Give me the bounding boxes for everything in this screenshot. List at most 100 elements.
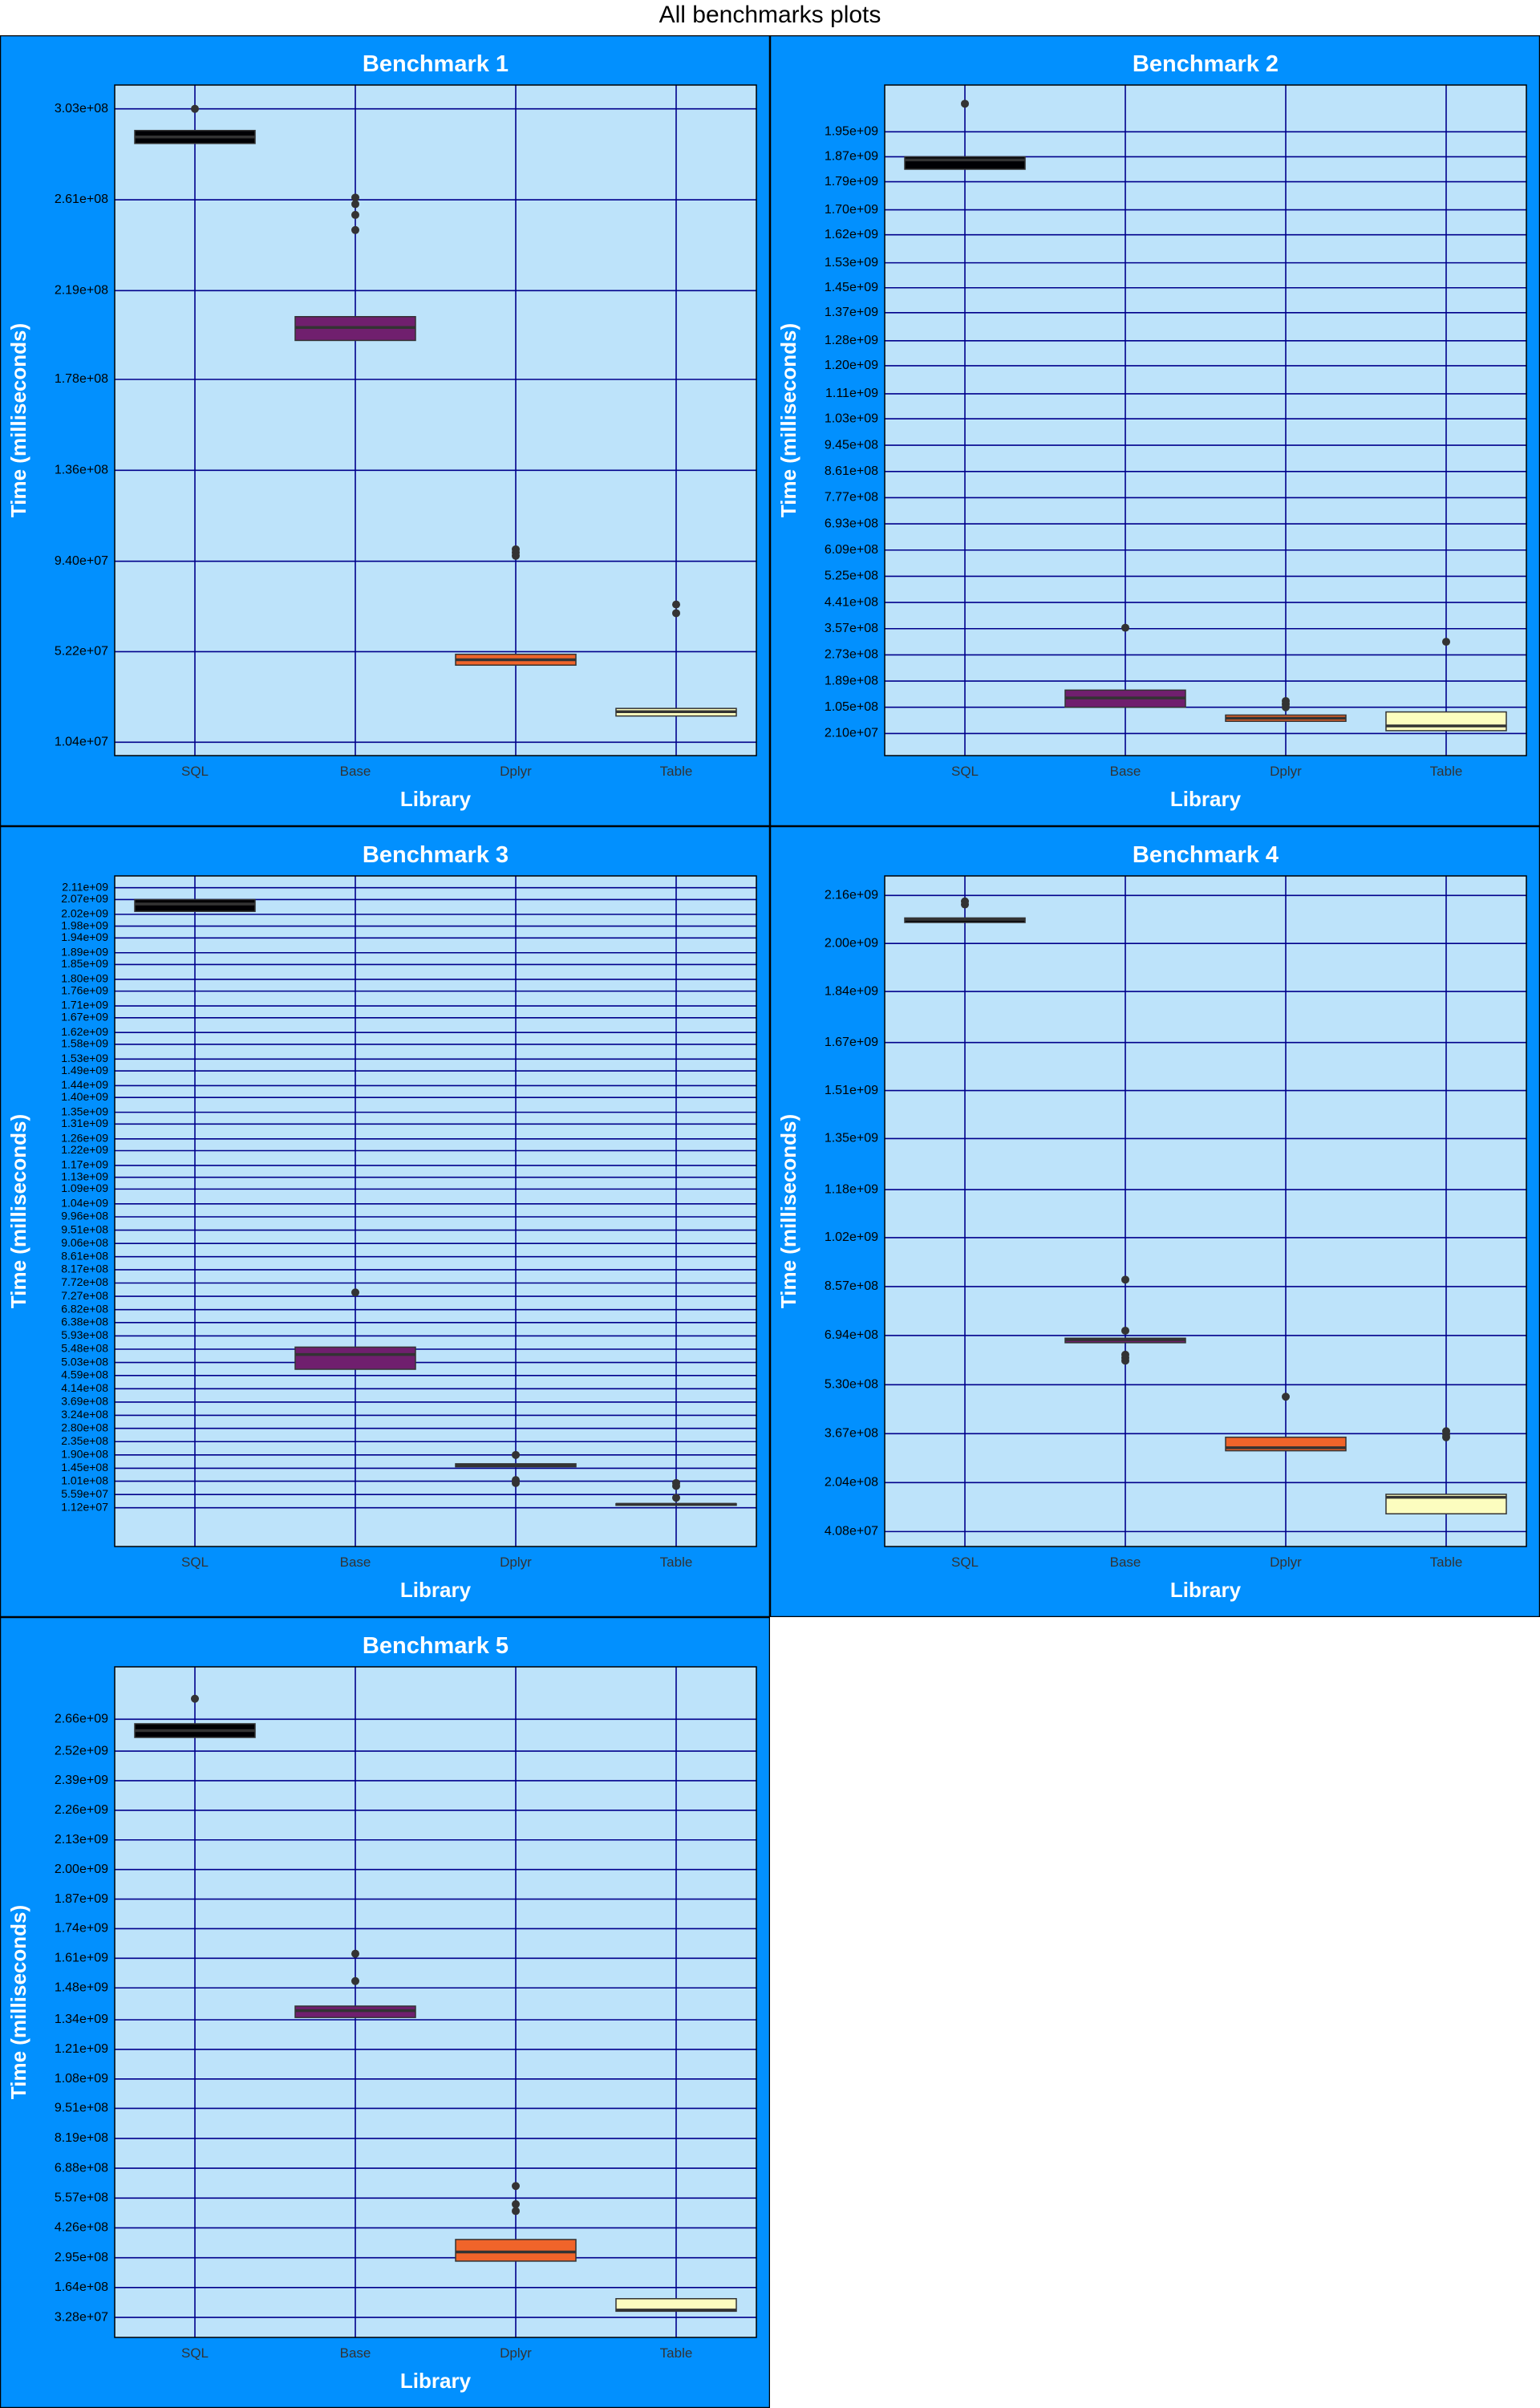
y-tick-label: 1.22e+09 <box>61 1143 108 1156</box>
x-tick-labels: SQL Base Dplyr Table <box>181 2345 692 2361</box>
outlier-point <box>961 99 969 108</box>
y-tick-label: 1.21e+09 <box>55 2042 108 2056</box>
x-tick-label: Base <box>1110 1555 1141 1570</box>
outlier-point <box>1282 1393 1290 1401</box>
chart-svg: 4.08e+07 2.04e+08 3.67e+08 5.30e+08 6.94e+08… <box>770 826 1540 1617</box>
y-tick-label: 2.66e+09 <box>55 1713 108 1726</box>
x-tick-labels: SQL Base Dplyr Table <box>951 764 1462 779</box>
y-tick-label: 6.09e+08 <box>825 543 878 557</box>
y-tick-label: 1.62e+09 <box>825 228 878 241</box>
y-tick-label: 6.94e+08 <box>825 1328 878 1342</box>
x-axis-title: Library <box>400 787 472 811</box>
x-tick-label: Table <box>660 1555 693 1570</box>
y-tick-label: 6.88e+08 <box>55 2161 108 2175</box>
box-table <box>1385 638 1507 732</box>
y-tick-label: 8.61e+08 <box>825 464 878 478</box>
y-tick-label: 2.13e+09 <box>55 1833 108 1847</box>
x-tick-label: SQL <box>181 764 209 779</box>
panel-title: Benchmark 2 <box>1133 51 1279 77</box>
y-tick-label: 9.51e+08 <box>61 1222 108 1235</box>
y-tick-label: 2.61e+08 <box>55 193 108 206</box>
y-tick-label: 1.53e+09 <box>61 1052 108 1064</box>
y-tick-label: 5.57e+08 <box>55 2191 108 2204</box>
x-tick-label: Dplyr <box>1270 764 1302 779</box>
y-tick-label: 9.40e+07 <box>55 554 108 568</box>
y-tick-label: 2.00e+09 <box>825 936 878 950</box>
y-tick-label: 2.02e+09 <box>61 907 108 920</box>
benchmark-panel-3: 1.12e+07 5.59e+07 1.01e+08 1.45e+08 1.90e+08… <box>0 826 770 1617</box>
y-tick-label: 1.03e+09 <box>825 411 878 425</box>
x-tick-label: Table <box>1430 764 1463 779</box>
y-tick-label: 1.17e+09 <box>61 1158 108 1171</box>
panel-title: Benchmark 3 <box>363 842 509 868</box>
y-tick-label: 3.03e+08 <box>55 102 108 116</box>
outlier-point <box>191 104 199 113</box>
x-tick-label: Dplyr <box>500 764 532 779</box>
box-base <box>1064 623 1186 708</box>
x-tick-label: Base <box>340 764 371 779</box>
y-tick-label: 1.28e+09 <box>825 334 878 347</box>
y-tick-label: 1.78e+08 <box>55 372 108 386</box>
y-tick-label: 2.95e+08 <box>55 2251 108 2264</box>
y-tick-label: 8.19e+08 <box>55 2131 108 2145</box>
plot-background <box>115 85 756 756</box>
y-tick-label: 1.67e+09 <box>61 1010 108 1023</box>
y-tick-label: 2.39e+09 <box>55 1774 108 1787</box>
outlier-point <box>1121 1350 1129 1359</box>
plot-border <box>884 875 1527 1547</box>
y-tick-label: 5.22e+07 <box>55 645 108 659</box>
y-axis-title: Time (milliseconds) <box>6 1905 30 2099</box>
y-tick-label: 1.44e+09 <box>61 1078 108 1091</box>
y-tick-label: 8.57e+08 <box>825 1279 878 1293</box>
x-tick-label: Dplyr <box>1270 1555 1302 1570</box>
x-tick-label: Table <box>660 764 693 779</box>
plot-border <box>114 84 757 756</box>
chart-svg: 1.12e+075.59e+071.01e+081.45e+081.90e+08… <box>0 826 770 1617</box>
y-tick-label: 3.57e+08 <box>825 622 878 635</box>
y-tick-label: 5.48e+08 <box>61 1342 108 1355</box>
y-tick-label: 1.95e+09 <box>825 125 878 139</box>
outlier-point <box>351 193 359 202</box>
y-tick-label: 1.35e+09 <box>825 1132 878 1145</box>
box-base <box>1064 1275 1186 1365</box>
benchmark-panel-5: 3.28e+07 1.64e+08 2.95e+08 4.26e+08 5.57e+08… <box>0 1617 770 2408</box>
y-tick-label: 1.12e+07 <box>61 1500 108 1513</box>
y-tick-label: 1.62e+09 <box>61 1025 108 1038</box>
y-tick-label: 4.59e+08 <box>61 1368 108 1380</box>
y-axis-title: Time (milliseconds) <box>6 1114 30 1308</box>
x-tick-labels: SQL Base Dplyr Table <box>181 764 692 779</box>
y-tick-label: 3.69e+08 <box>61 1395 108 1408</box>
outlier-point <box>512 1476 520 1485</box>
y-tick-label: 8.17e+08 <box>61 1263 108 1275</box>
y-tick-label: 1.51e+09 <box>825 1084 878 1097</box>
y-tick-label: 9.45e+08 <box>825 438 878 452</box>
y-tick-label: 1.37e+09 <box>825 306 878 319</box>
y-tick-label: 1.05e+08 <box>825 700 878 714</box>
y-tick-label: 1.31e+09 <box>61 1117 108 1129</box>
panel-title: Benchmark 1 <box>363 51 509 77</box>
y-tick-label: 2.35e+08 <box>61 1434 108 1447</box>
y-tick-label: 2.80e+08 <box>61 1421 108 1433</box>
outlier-point <box>512 2199 520 2208</box>
y-tick-label: 1.45e+09 <box>825 281 878 294</box>
y-tick-label: 1.34e+09 <box>55 2013 108 2026</box>
box-body <box>134 898 256 912</box>
y-tick-label: 4.08e+07 <box>825 1525 878 1538</box>
y-tick-label: 5.30e+08 <box>825 1378 878 1392</box>
y-tick-label: 1.53e+09 <box>825 256 878 270</box>
outlier-point <box>512 2207 520 2215</box>
y-tick-label: 3.24e+08 <box>61 1408 108 1421</box>
y-tick-label: 7.72e+08 <box>61 1275 108 1288</box>
y-tick-label: 1.76e+09 <box>61 983 108 996</box>
y-tick-label: 5.03e+08 <box>61 1355 108 1368</box>
y-tick-label: 1.98e+09 <box>61 918 108 931</box>
y-tick-label: 9.96e+08 <box>61 1210 108 1222</box>
benchmark-panel-1: 1.04e+07 5.22e+07 9.40e+07 1.36e+08 1.78e+08… <box>0 35 770 826</box>
box-body <box>455 2239 577 2262</box>
x-tick-label: Dplyr <box>500 1555 532 1570</box>
outlier-point <box>1121 1326 1129 1335</box>
y-tick-labels: 2.10e+07 1.05e+08 1.89e+08 2.73e+08 3.57e+08… <box>825 125 878 740</box>
y-tick-label: 9.51e+08 <box>55 2102 108 2115</box>
y-tick-label: 1.04e+09 <box>61 1196 108 1209</box>
y-tick-label: 6.38e+08 <box>61 1315 108 1328</box>
